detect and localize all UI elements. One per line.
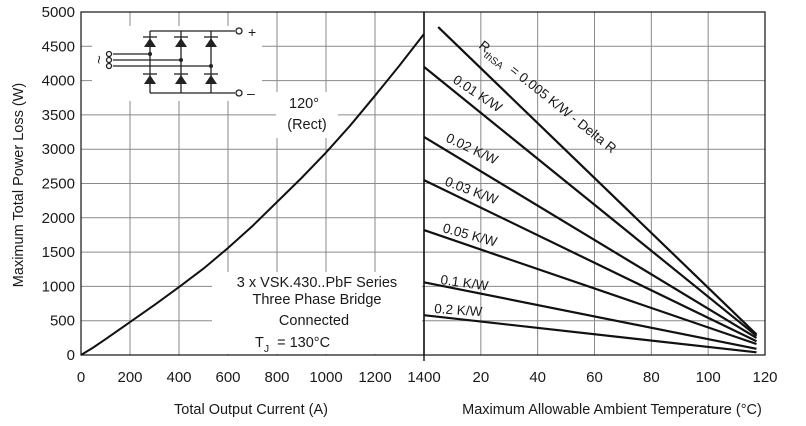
tj-subscript: J bbox=[264, 343, 269, 355]
schematic-minus: – bbox=[247, 85, 255, 101]
schematic-plus: + bbox=[248, 24, 256, 40]
device-connection-label: Connected bbox=[279, 313, 349, 329]
x-tick-label-right: 60 bbox=[586, 369, 603, 386]
x-tick-label-right: 40 bbox=[529, 369, 546, 386]
curve-label-angle: 120° bbox=[289, 96, 319, 112]
x-tick-label-left: 1200 bbox=[358, 369, 391, 386]
device-series-label: 3 x VSK.430..PbF Series bbox=[237, 275, 397, 291]
rth-labels: RthSA= 0.005 K/W - Delta R 0.01 K/W 0.02… bbox=[434, 38, 620, 320]
rth-line bbox=[423, 179, 757, 343]
schematic-input: ~ bbox=[91, 55, 108, 64]
x-tick-label-right: 80 bbox=[643, 369, 660, 386]
y-tick-label: 1500 bbox=[42, 244, 75, 261]
rth-line bbox=[423, 135, 758, 339]
y-tick-label: 2500 bbox=[42, 176, 75, 193]
x-tick-label-left: 1400 bbox=[407, 369, 440, 386]
tj-symbol: T bbox=[255, 335, 264, 351]
y-tick-label: 3000 bbox=[42, 141, 75, 158]
tj-label: TJ = 130°C bbox=[255, 335, 330, 355]
x-axis-title-left: Total Output Current (A) bbox=[174, 402, 328, 418]
rth-label-02: 0.2 K/W bbox=[434, 301, 483, 319]
tick-labels: 0500100015002000250030003500400045005000… bbox=[42, 4, 778, 386]
y-axis-title: Maximum Total Power Loss (W) bbox=[11, 83, 27, 287]
rth-line bbox=[423, 314, 757, 354]
y-tick-label: 2000 bbox=[42, 210, 75, 227]
bridge-schematic bbox=[92, 26, 262, 101]
rth-line bbox=[423, 281, 757, 350]
y-tick-label: 4500 bbox=[42, 38, 75, 55]
rth-line bbox=[423, 66, 758, 337]
x-tick-label-left: 800 bbox=[264, 369, 289, 386]
x-tick-label-right: 100 bbox=[696, 369, 721, 386]
device-topology-label: Three Phase Bridge bbox=[253, 292, 382, 308]
tj-value: = 130°C bbox=[277, 335, 330, 351]
x-tick-label-left: 600 bbox=[215, 369, 240, 386]
y-tick-label: 5000 bbox=[42, 4, 75, 21]
curve-label-bg bbox=[276, 92, 338, 138]
power-loss-curve bbox=[80, 33, 425, 356]
y-tick-label: 500 bbox=[50, 313, 75, 330]
x-tick-label-left: 1000 bbox=[309, 369, 342, 386]
y-tick-label: 3500 bbox=[42, 107, 75, 124]
y-tick-label: 1000 bbox=[42, 278, 75, 295]
rth-line bbox=[423, 229, 757, 346]
plot-frame bbox=[80, 11, 766, 361]
series-lines bbox=[80, 26, 758, 356]
x-tick-label-left: 400 bbox=[166, 369, 191, 386]
x-tick-label-right: 20 bbox=[472, 369, 489, 386]
curve-label-mode: (Rect) bbox=[287, 117, 326, 133]
device-label-bg bbox=[212, 272, 422, 354]
y-tick-label: 4000 bbox=[42, 73, 75, 90]
x-tick-label-left: 0 bbox=[77, 369, 85, 386]
x-axis-title-right: Maximum Allowable Ambient Temperature (°… bbox=[462, 402, 762, 418]
x-tick-label-right: 120 bbox=[752, 369, 777, 386]
rth-subscript: thSA bbox=[481, 50, 505, 72]
rth-line bbox=[437, 26, 758, 336]
x-tick-label-left: 200 bbox=[117, 369, 142, 386]
rth-label-01: 0.1 K/W bbox=[440, 272, 490, 293]
y-tick-label: 0 bbox=[67, 347, 75, 364]
